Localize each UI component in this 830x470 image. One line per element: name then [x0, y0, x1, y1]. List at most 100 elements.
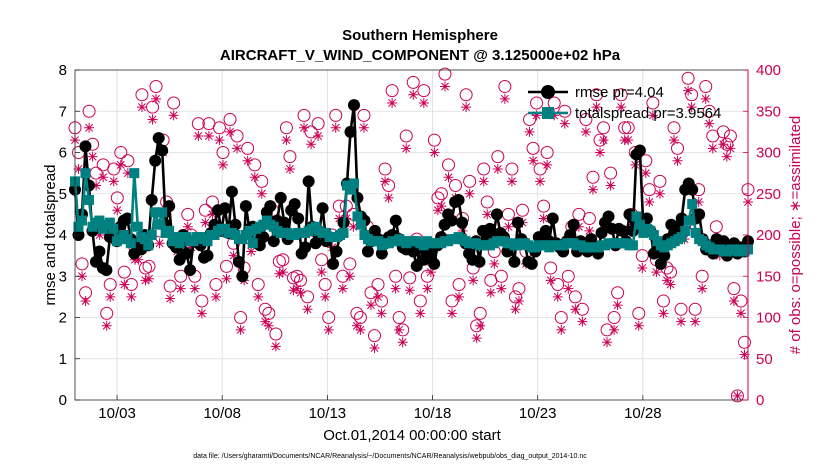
totalspread-point: [139, 234, 150, 245]
possible-obs-point: [276, 253, 290, 267]
assimilated-obs-point: [358, 122, 369, 133]
assimilated-obs-point: [542, 159, 553, 170]
assimilated-obs-point: [193, 131, 204, 141]
right-axis: 0 50 100 150 200 250 300 350 400: [743, 62, 781, 409]
assimilated-obs-point: [126, 291, 137, 302]
possible-obs-point: [441, 158, 455, 172]
possible-obs-point: [685, 88, 699, 102]
possible-obs-point: [431, 191, 445, 205]
possible-obs-point: [491, 150, 505, 164]
x-tick-label: 10/08: [203, 405, 241, 422]
assimilated-obs-point: [528, 155, 539, 166]
assimilated-obs-point: [545, 275, 556, 286]
totalspread-point: [94, 215, 105, 226]
assimilated-obs-point: [503, 221, 514, 232]
assimilated-obs-point: [355, 324, 366, 335]
rmse-point: [264, 200, 277, 213]
assimilated-obs-point: [475, 320, 486, 331]
possible-obs-point: [561, 269, 575, 283]
possible-obs-point: [269, 327, 283, 341]
totalspread-point: [680, 225, 691, 236]
assimilated-obs-point: [580, 126, 591, 137]
possible-obs-point: [343, 257, 357, 271]
y2-tick-label: 200: [756, 227, 781, 244]
assimilated-obs-point: [288, 285, 299, 296]
assimilated-obs-point: [408, 89, 419, 100]
totalspread-point: [80, 168, 91, 179]
assimilated-obs-point: [73, 164, 84, 174]
possible-obs-point: [223, 113, 237, 126]
possible-obs-point: [544, 261, 558, 275]
assimilated-obs-point: [260, 316, 271, 327]
x-tick-label: 10/03: [98, 405, 136, 422]
assimilated-obs-point: [203, 131, 214, 141]
totalspread-point: [129, 168, 140, 179]
assimilated-obs-point: [284, 164, 295, 174]
rmse-point: [602, 210, 615, 223]
assimilated-obs-point: [373, 291, 384, 302]
totalspread-point: [132, 221, 143, 232]
assimilated-obs-point: [556, 324, 567, 335]
rmse-point: [121, 212, 134, 225]
assimilated-obs-point: [344, 271, 355, 282]
possible-obs-point: [505, 162, 519, 176]
rmse-point: [218, 202, 231, 215]
assimilated-obs-point: [739, 349, 750, 360]
assimilated-obs-point: [175, 283, 186, 294]
assimilated-obs-point: [432, 205, 443, 216]
assimilated-obs-point: [77, 271, 88, 282]
possible-obs-point: [290, 269, 304, 283]
rmse-point: [152, 132, 165, 145]
assimilated-obs-point: [461, 102, 472, 113]
rmse-point: [361, 245, 374, 258]
possible-obs-point: [579, 113, 593, 126]
y-tick-label: 3: [59, 268, 67, 285]
possible-obs-point: [174, 269, 188, 283]
assimilated-obs-point: [718, 139, 729, 150]
totalspread-point: [171, 232, 182, 243]
assimilated-obs-point: [401, 143, 412, 154]
y2-tick-label: 350: [756, 103, 781, 120]
possible-obs-point: [135, 88, 149, 102]
y-tick-label: 7: [59, 103, 67, 120]
possible-obs-point: [547, 96, 561, 110]
assimilated-obs-point: [383, 192, 394, 203]
assimilated-obs-point: [422, 283, 433, 294]
rmse-point: [490, 208, 503, 221]
possible-obs-point: [149, 80, 163, 93]
assimilated-obs-point: [147, 114, 158, 125]
assimilated-obs-point: [217, 159, 228, 170]
possible-obs-point: [716, 125, 730, 139]
assimilated-obs-point: [654, 188, 665, 199]
possible-obs-point: [382, 179, 396, 192]
assimilated-obs-point: [380, 176, 391, 187]
totalspread-point: [174, 238, 185, 249]
rmse-point: [149, 154, 162, 167]
assimilated-obs-point: [270, 341, 281, 352]
possible-obs-point: [558, 104, 572, 118]
totalspread-point: [104, 217, 115, 228]
data-file-footer: data file: /Users/gharamti/Documents/NCA…: [193, 453, 587, 460]
assimilated-obs-point: [253, 291, 264, 302]
possible-obs-point: [304, 125, 318, 139]
assimilated-obs-point: [189, 283, 200, 294]
rmse-point: [389, 214, 402, 227]
left-axis: 0 1 2 3 4 5 6 7 8: [59, 62, 80, 409]
y2-tick-label: 300: [756, 145, 781, 162]
rmse-point: [309, 237, 322, 250]
rmse-point: [201, 249, 214, 262]
assimilated-obs-point: [616, 102, 627, 113]
rmse-point: [658, 249, 671, 262]
possible-obs-point: [371, 278, 385, 291]
possible-obs-point: [283, 150, 297, 164]
rmse-point: [302, 175, 315, 188]
possible-obs-point: [198, 203, 212, 217]
y2-tick-label: 100: [756, 310, 781, 327]
possible-obs-point: [75, 257, 89, 271]
y-tick-label: 2: [59, 310, 67, 327]
assimilated-obs-point: [633, 320, 644, 331]
assimilated-obs-point: [721, 151, 732, 162]
possible-obs-point: [258, 302, 272, 316]
totalspread-point: [164, 225, 175, 236]
possible-obs-point: [392, 311, 406, 324]
